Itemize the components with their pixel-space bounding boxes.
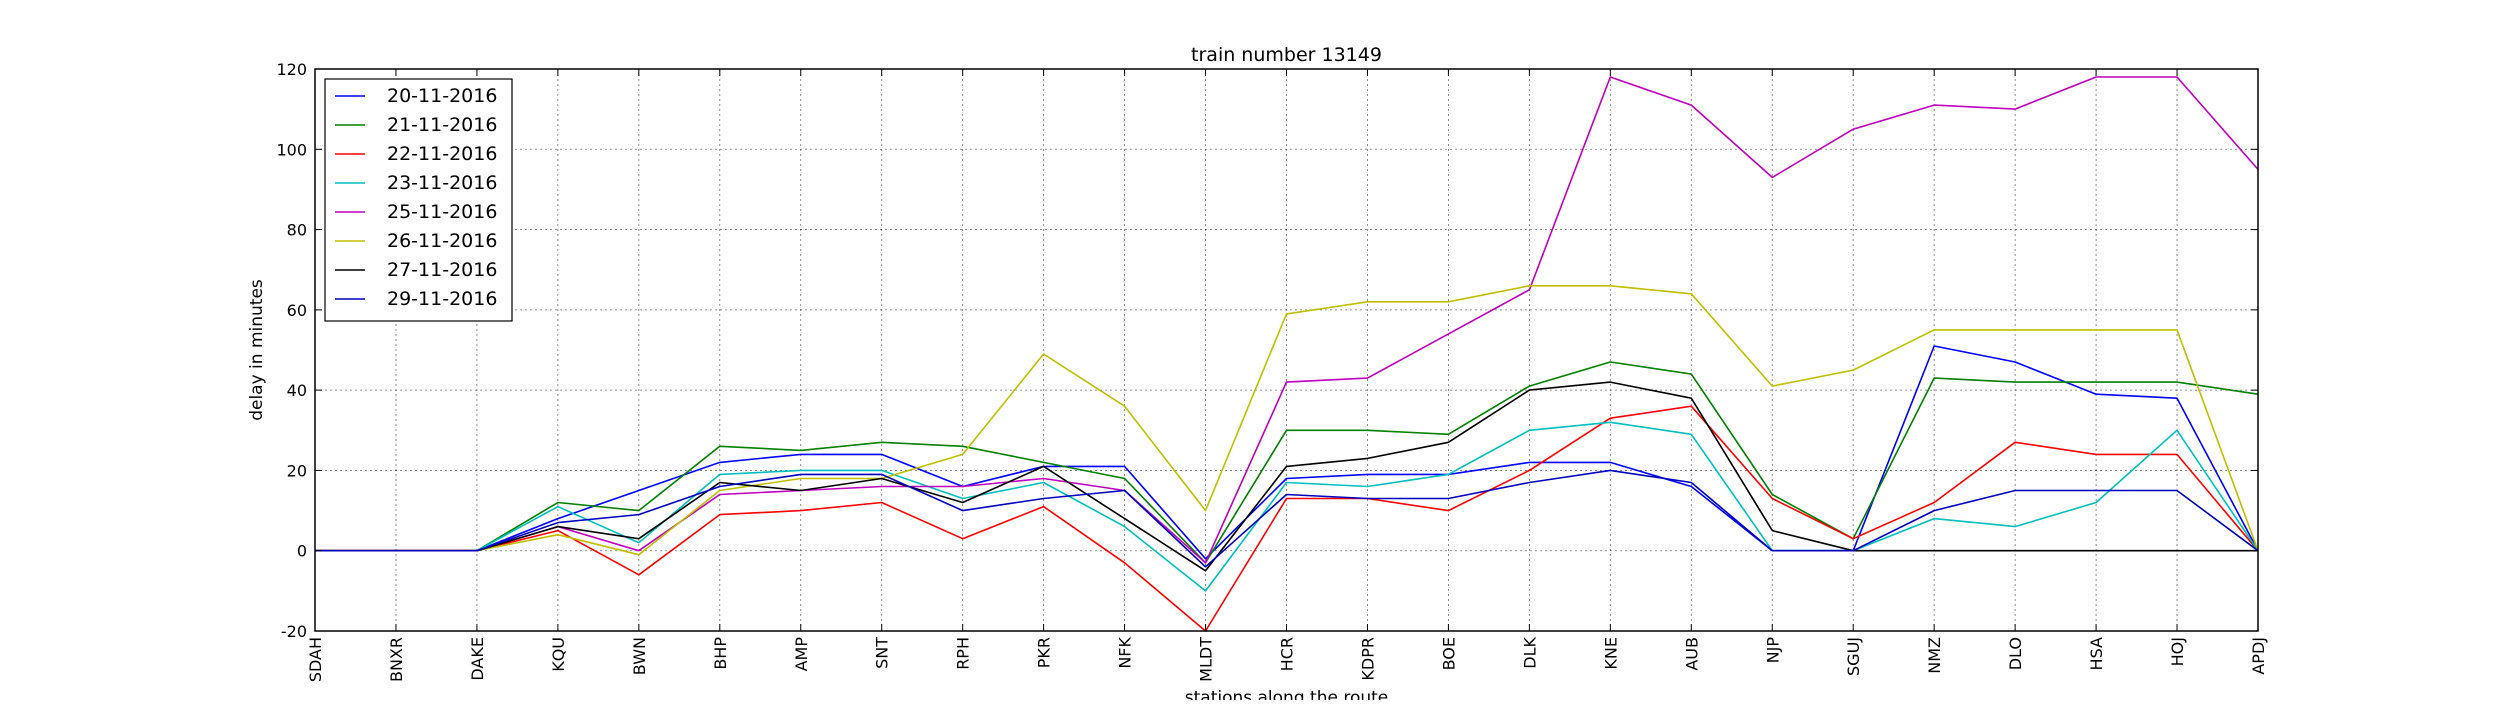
x-axis-label: stations along the route: [1185, 688, 1389, 700]
x-tick-label: DLO: [2006, 637, 2025, 670]
legend-entry: 21-11-2016: [387, 114, 497, 136]
x-tick-label: RPH: [954, 637, 973, 670]
series-line: [315, 76, 2259, 564]
y-tick-label: 100: [276, 140, 307, 159]
x-tick-label: SDAH: [306, 637, 325, 682]
x-tick-label: BHP: [711, 637, 730, 670]
x-tick-label: HCR: [1278, 637, 1297, 671]
x-tick-label: KDPR: [1358, 637, 1377, 681]
y-tick-label: 60: [287, 301, 307, 320]
y-tick-label: 80: [287, 221, 307, 240]
legend-entry: 20-11-2016: [387, 85, 497, 107]
y-axis-label: delay in minutes: [247, 279, 267, 421]
x-tick-label: AUB: [1682, 637, 1701, 671]
x-tick-label: DLK: [1520, 637, 1539, 669]
x-tick-label: NMZ: [1925, 637, 1944, 674]
legend-entry: 29-11-2016: [387, 288, 497, 310]
series-line: [315, 361, 2259, 564]
series-line: [315, 405, 2259, 632]
x-tick-label: KQU: [549, 637, 568, 672]
series-line: [315, 421, 2259, 592]
legend-entry: 22-11-2016: [387, 143, 497, 165]
x-tick-label: SNT: [873, 637, 892, 669]
x-tick-label: BOE: [1439, 637, 1458, 670]
y-tick-label: -20: [281, 622, 307, 641]
x-tick-label: HSA: [2087, 637, 2106, 670]
legend-entry: 27-11-2016: [387, 259, 497, 281]
x-tick-label: BWN: [630, 637, 649, 675]
legend-entry: 23-11-2016: [387, 172, 497, 194]
series-lines: [315, 76, 2259, 632]
series-line: [315, 345, 2259, 560]
x-tick-label: AMP: [792, 637, 811, 672]
x-tick-label: NFK: [1116, 637, 1135, 669]
x-tick-label: HOJ: [2168, 637, 2187, 666]
x-tick-label: MLDT: [1197, 637, 1216, 682]
legend-frame: [324, 78, 513, 322]
x-tick-label: SGUJ: [1844, 637, 1863, 676]
series-line: [315, 381, 2258, 572]
legend-entry: 26-11-2016: [387, 230, 497, 252]
y-tick-label: 40: [287, 381, 307, 400]
y-tick-label: 20: [287, 461, 307, 480]
x-tick-label: BNXR: [387, 637, 406, 682]
x-tick-label: APDJ: [2249, 637, 2268, 675]
x-tick-label: NJP: [1763, 637, 1782, 664]
x-tick-label: DAKE: [468, 637, 487, 681]
y-tick-label: 120: [276, 60, 307, 79]
legend-entry: 25-11-2016: [387, 201, 497, 223]
x-tick-label: KNE: [1601, 637, 1620, 670]
axis-ticks: -20 0 20 40 60 80 100 120 SDAH BNXR DAKE KQU BWN BHP A…: [276, 60, 2268, 682]
series-line: [315, 469, 2259, 568]
y-tick-label: 0: [297, 542, 307, 561]
chart-title: train number 13149: [1191, 44, 1382, 66]
x-tick-label: PKR: [1035, 637, 1054, 668]
legend: 20-11-2016 21-11-2016 22-11-2016 23-11-2016…: [324, 78, 513, 322]
series-line: [315, 284, 2259, 556]
